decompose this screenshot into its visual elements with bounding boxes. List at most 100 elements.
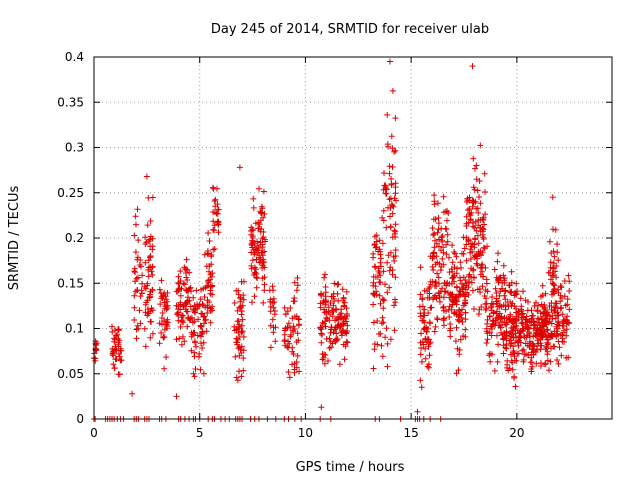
data-point (137, 293, 144, 300)
data-point (132, 213, 139, 220)
data-point (343, 288, 350, 295)
data-point (511, 292, 518, 299)
data-point (322, 284, 329, 290)
data-point (291, 326, 298, 332)
data-point (494, 258, 501, 265)
data-point (494, 308, 500, 315)
data-point (464, 289, 470, 296)
data-point (509, 328, 516, 334)
data-point (258, 209, 265, 216)
data-point (191, 329, 198, 336)
data-point (449, 242, 456, 249)
data-point (489, 294, 496, 300)
data-point (492, 285, 499, 292)
data-point (291, 360, 298, 367)
data-point (463, 213, 470, 220)
data-point (158, 329, 165, 336)
data-point (296, 316, 302, 323)
data-point (147, 236, 153, 243)
data-point (547, 358, 554, 365)
data-point (457, 336, 464, 343)
data-point (463, 223, 470, 229)
data-point (325, 358, 331, 364)
data-point (431, 192, 438, 199)
data-point (554, 241, 561, 248)
data-point (508, 268, 515, 275)
data-point (110, 361, 117, 368)
data-point (564, 296, 571, 303)
data-point (478, 304, 485, 310)
data-point (374, 318, 381, 324)
data-point (382, 334, 389, 341)
data-point (207, 319, 214, 326)
data-point (516, 334, 522, 341)
data-point (287, 305, 294, 311)
data-point (157, 290, 164, 297)
data-point (449, 296, 456, 303)
data-point (533, 360, 540, 367)
data-point (322, 323, 329, 330)
data-point (158, 295, 165, 302)
data-point (484, 336, 491, 343)
data-point (501, 275, 508, 282)
data-point (269, 316, 276, 323)
data-point (371, 346, 378, 353)
data-point (520, 328, 527, 335)
data-point (382, 185, 389, 192)
data-point (174, 311, 180, 317)
data-point (254, 275, 261, 282)
data-point (505, 367, 512, 374)
data-point (470, 184, 477, 191)
data-point (133, 275, 140, 282)
data-point (197, 296, 204, 303)
data-point (491, 266, 498, 273)
data-point (544, 357, 551, 364)
data-point (181, 338, 188, 345)
data-point (159, 315, 165, 321)
data-point (293, 313, 300, 320)
data-point (551, 343, 558, 350)
data-point (419, 358, 425, 365)
data-point (477, 200, 484, 207)
data-point (476, 286, 483, 292)
data-point (254, 238, 261, 245)
data-point (161, 305, 168, 312)
data-point (537, 322, 544, 328)
data-point (433, 253, 440, 260)
data-point (519, 347, 526, 354)
data-point (392, 147, 399, 154)
data-point (437, 288, 444, 295)
grid (94, 57, 612, 419)
data-point (334, 336, 341, 342)
data-point (322, 289, 329, 296)
data-point (500, 262, 507, 269)
data-point (164, 319, 171, 326)
data-point (475, 240, 482, 247)
data-point (240, 296, 247, 303)
data-point (235, 287, 242, 294)
data-point (180, 319, 187, 326)
data-point (511, 303, 518, 310)
data-point (427, 339, 434, 346)
data-point (518, 320, 525, 327)
data-point (435, 200, 441, 207)
data-point (520, 358, 527, 365)
data-point (454, 265, 461, 272)
data-point (198, 340, 204, 347)
data-point (447, 290, 454, 297)
data-point (414, 408, 421, 415)
data-point (215, 221, 222, 227)
data-point (387, 223, 394, 230)
data-point (235, 318, 242, 325)
data-point (386, 163, 393, 170)
data-point (434, 316, 441, 323)
data-point (260, 234, 267, 241)
data-point (432, 237, 438, 244)
data-point (542, 360, 549, 367)
data-point (318, 339, 325, 346)
data-point (483, 325, 490, 332)
data-point (238, 308, 245, 315)
data-point (334, 281, 341, 288)
data-point (432, 216, 439, 223)
